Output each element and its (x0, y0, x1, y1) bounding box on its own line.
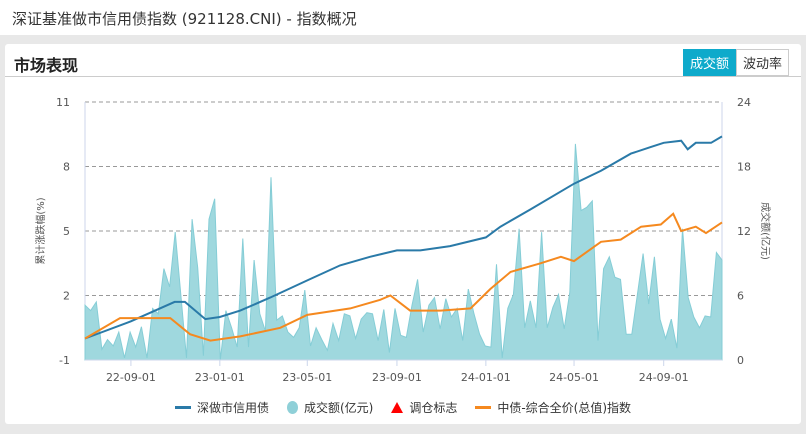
page-title: 深证基准做市信用债指数 (921128.CNI) - 指数概况 (12, 10, 357, 28)
y2-tick-label: 24 (737, 96, 751, 109)
title-bar: 深证基准做市信用债指数 (921128.CNI) - 指数概况 (0, 0, 806, 35)
triangle-icon (391, 402, 404, 413)
line-swatch-icon (475, 406, 492, 409)
y-tick-label: 11 (56, 96, 70, 109)
y2-tick-label: 12 (737, 225, 751, 238)
y-tick-label: 8 (63, 161, 70, 174)
circle-swatch-icon (286, 401, 298, 414)
y-tick-label: 2 (63, 290, 70, 303)
y2-axis-label: 成交额(亿元) (759, 202, 772, 260)
legend-item-volume[interactable]: 成交额(亿元) (286, 399, 373, 416)
legend-item-benchmark[interactable]: 中债-综合全价(总值)指数 (475, 399, 631, 416)
y2-tick-label: 0 (737, 354, 744, 367)
legend-item-rebalance[interactable]: 调仓标志 (391, 399, 457, 416)
volatility-button[interactable]: 波动率 (735, 49, 789, 76)
benchmark-line (84, 212, 723, 342)
x-tick-label: 22-09-01 (106, 371, 156, 384)
card-title: 市场表现 (14, 56, 79, 75)
legend-item-index[interactable]: 深做市信用债 (174, 399, 269, 416)
x-tick-label: 23-05-01 (282, 371, 332, 384)
x-tick-label: 23-01-01 (195, 371, 245, 384)
y-tick-label: 5 (63, 225, 70, 238)
market-performance-card: 市场表现 成交额 波动率 (5, 44, 801, 424)
y2-tick-label: 18 (737, 161, 751, 174)
line-swatch-icon (174, 406, 191, 409)
divider (5, 76, 801, 77)
volume-button[interactable]: 成交额 (682, 49, 736, 76)
x-tick-label: 24-05-01 (549, 371, 599, 384)
y-tick-label: -1 (59, 354, 70, 367)
legend: 深做市信用债 成交额(亿元) 调仓标志 中债-综合全价(总值)指数 (0, 399, 806, 416)
x-tick-label: 24-01-01 (461, 371, 511, 384)
view-toggle: 成交额 波动率 (682, 49, 789, 76)
y-axis-label: 累计涨跌幅(%) (34, 197, 47, 264)
x-tick-label: 23-09-01 (372, 371, 422, 384)
y2-tick-label: 6 (737, 290, 744, 303)
index-line (84, 135, 723, 340)
x-tick-label: 24-09-01 (639, 371, 689, 384)
volume-area (84, 143, 723, 361)
